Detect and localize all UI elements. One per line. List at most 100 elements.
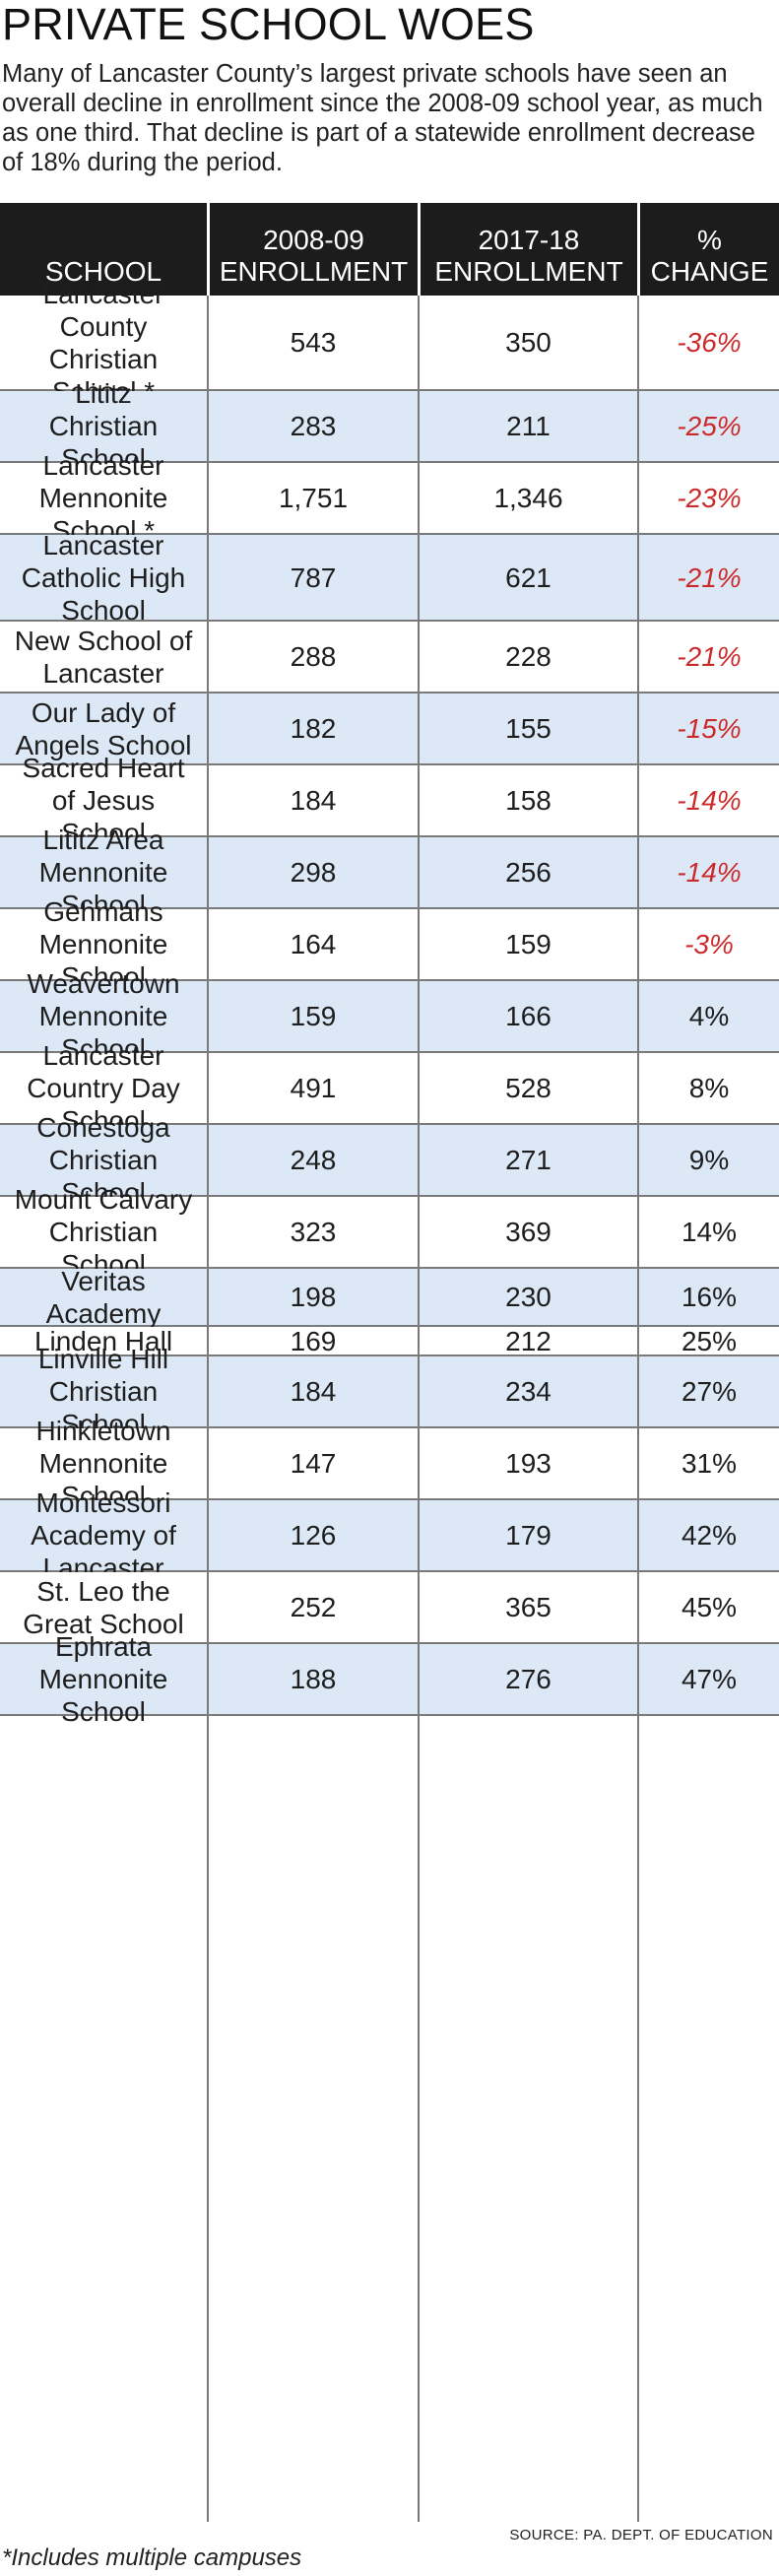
- table-row: Lancaster Mennonite School * 1,751 1,346 -23%: [0, 450, 779, 546]
- header-change-symbol: %: [697, 225, 722, 255]
- school-name: Lancaster Catholic High School: [21, 529, 186, 626]
- percent-change: -36%: [677, 327, 742, 358]
- percent-change: -15%: [677, 713, 742, 744]
- percent-change: -25%: [677, 411, 742, 441]
- enrollment-2017: 166: [505, 1001, 552, 1031]
- enrollment-2008: 1,751: [278, 483, 349, 513]
- enrollment-2008: 491: [290, 1073, 337, 1103]
- header-2017-year: 2017-18: [478, 225, 580, 255]
- enrollment-2008: 543: [290, 327, 337, 358]
- table-header: SCHOOL 2008-09 ENROLLMENT 2017-18 ENROLL…: [0, 203, 779, 296]
- table-row: Linville Hill Christian School 184 234 27%: [0, 1344, 779, 1439]
- enrollment-2017: 228: [505, 641, 552, 672]
- school-name: Our Lady of Angels School: [15, 696, 192, 760]
- school-name: LancasterCountyChristianSchool *: [42, 278, 164, 407]
- enrollment-2017: 365: [505, 1592, 552, 1622]
- percent-change: -21%: [677, 641, 742, 672]
- percent-change: 8%: [688, 1073, 730, 1103]
- enrollment-2008: 288: [290, 641, 337, 672]
- enrollment-2017: 256: [505, 857, 552, 888]
- enrollment-2008: 169: [290, 1325, 337, 1356]
- percent-change: 45%: [681, 1592, 738, 1622]
- header-2017-label: ENROLLMENT: [434, 256, 623, 287]
- school-name: St. Leo the Great School: [23, 1575, 184, 1639]
- enrollment-2008: 147: [290, 1448, 337, 1479]
- school-name: Lancaster Mennonite School *: [38, 450, 168, 546]
- percent-change: -14%: [677, 857, 742, 888]
- percent-change: 42%: [681, 1520, 738, 1551]
- school-name: Veritas Academy: [45, 1265, 162, 1329]
- school-name: New School of Lancaster: [14, 625, 193, 689]
- table-row: New School of Lancaster 288 228 -21%: [0, 622, 779, 694]
- enrollment-2017: 211: [506, 411, 551, 441]
- header-2008-year: 2008-09: [263, 225, 364, 255]
- enrollment-2008: 252: [290, 1592, 337, 1622]
- enrollment-2017: 621: [505, 561, 552, 593]
- enrollment-2008: 184: [290, 785, 337, 816]
- school-name: Lancaster Country Day School: [27, 1040, 180, 1136]
- enrollment-2008: 164: [290, 929, 337, 959]
- table-row: Mount Calvary Christian School 323 369 14%: [0, 1184, 779, 1280]
- table-row: Our Lady of Angels School 182 155 -15%: [0, 694, 779, 765]
- percent-change: 4%: [688, 1001, 730, 1031]
- percent-change: 9%: [688, 1145, 730, 1175]
- percent-change: -21%: [677, 561, 742, 593]
- header-change-label: CHANGE: [650, 256, 769, 287]
- enrollment-2017: 212: [505, 1325, 552, 1356]
- school-name: Conestoga Christian School: [36, 1112, 170, 1208]
- percent-change: -3%: [684, 929, 734, 959]
- header-divider: [418, 203, 421, 296]
- enrollment-2017: 158: [505, 785, 552, 816]
- enrollment-2008: 787: [290, 561, 337, 593]
- percent-change: 25%: [681, 1325, 738, 1356]
- table-row: Lancaster Catholic High School 787 621 -21%: [0, 529, 779, 626]
- enrollment-2008: 198: [290, 1282, 337, 1312]
- header-divider: [207, 203, 210, 296]
- enrollment-2017: 1,346: [493, 483, 563, 513]
- header-change: % CHANGE: [640, 203, 779, 296]
- percent-change: -23%: [677, 483, 742, 513]
- subtitle: Many of Lancaster County’s largest priva…: [2, 60, 763, 176]
- header-2008-label: ENROLLMENT: [219, 256, 409, 287]
- percent-change: 31%: [681, 1448, 738, 1479]
- percent-change: 27%: [681, 1376, 738, 1407]
- percent-change: 16%: [681, 1282, 738, 1312]
- header-school: SCHOOL: [0, 203, 207, 296]
- percent-change: -14%: [677, 785, 742, 816]
- table-row: Lititz Area Mennonite School 298 256 -14%: [0, 825, 779, 920]
- enrollment-2008: 298: [290, 857, 337, 888]
- table-row: Lancaster Country Day School 491 528 8%: [0, 1040, 779, 1136]
- percent-change: 14%: [681, 1217, 738, 1247]
- school-name: Montessori Academy of Lancaster: [31, 1487, 176, 1583]
- table-row: Ephrata Mennonite School 188 276 47%: [0, 1631, 779, 1727]
- enrollment-2008: 323: [290, 1217, 337, 1247]
- table-row: Lititz Christian School 283 211 -25%: [0, 378, 779, 474]
- column-divider: [207, 296, 209, 2522]
- school-name: Mount Calvary Christian School: [14, 1184, 193, 1280]
- enrollment-2008: 159: [290, 1001, 337, 1031]
- enrollment-2008: 126: [290, 1520, 337, 1551]
- enrollment-2017: 271: [505, 1145, 552, 1175]
- source-credit: SOURCE: PA. DEPT. OF EDUCATION: [509, 2527, 773, 2543]
- table-row: Montessori Academy of Lancaster 126 179 42%: [0, 1487, 779, 1583]
- column-divider: [637, 296, 639, 2522]
- school-name: Weavertown Mennonite School: [27, 968, 180, 1064]
- enrollment-2017: 179: [505, 1520, 552, 1551]
- header-2017-enrollment: 2017-18 ENROLLMENT: [421, 203, 637, 296]
- school-name: Lititz Area Mennonite School: [38, 825, 168, 920]
- enrollment-2008: 188: [290, 1664, 337, 1694]
- enrollment-2017: 230: [505, 1282, 552, 1312]
- enrollment-2017: 193: [505, 1448, 552, 1479]
- enrollment-2017: 159: [505, 929, 552, 959]
- enrollment-2017: 528: [505, 1073, 552, 1103]
- table-row: Weavertown Mennonite School 159 166 4%: [0, 968, 779, 1064]
- enrollment-2008: 184: [290, 1376, 337, 1407]
- enrollment-2017: 276: [505, 1664, 552, 1694]
- page-title: PRIVATE SCHOOL WOES: [2, 0, 535, 49]
- footnote: *Includes multiple campuses: [2, 2544, 302, 2571]
- table-row: Sacred Heart of Jesus School 184 158 -14%: [0, 753, 779, 848]
- header-school-label: SCHOOL: [44, 256, 162, 287]
- table-row: Conestoga Christian School 248 271 9%: [0, 1112, 779, 1208]
- enrollment-2017: 155: [505, 713, 552, 744]
- column-divider: [418, 296, 420, 2522]
